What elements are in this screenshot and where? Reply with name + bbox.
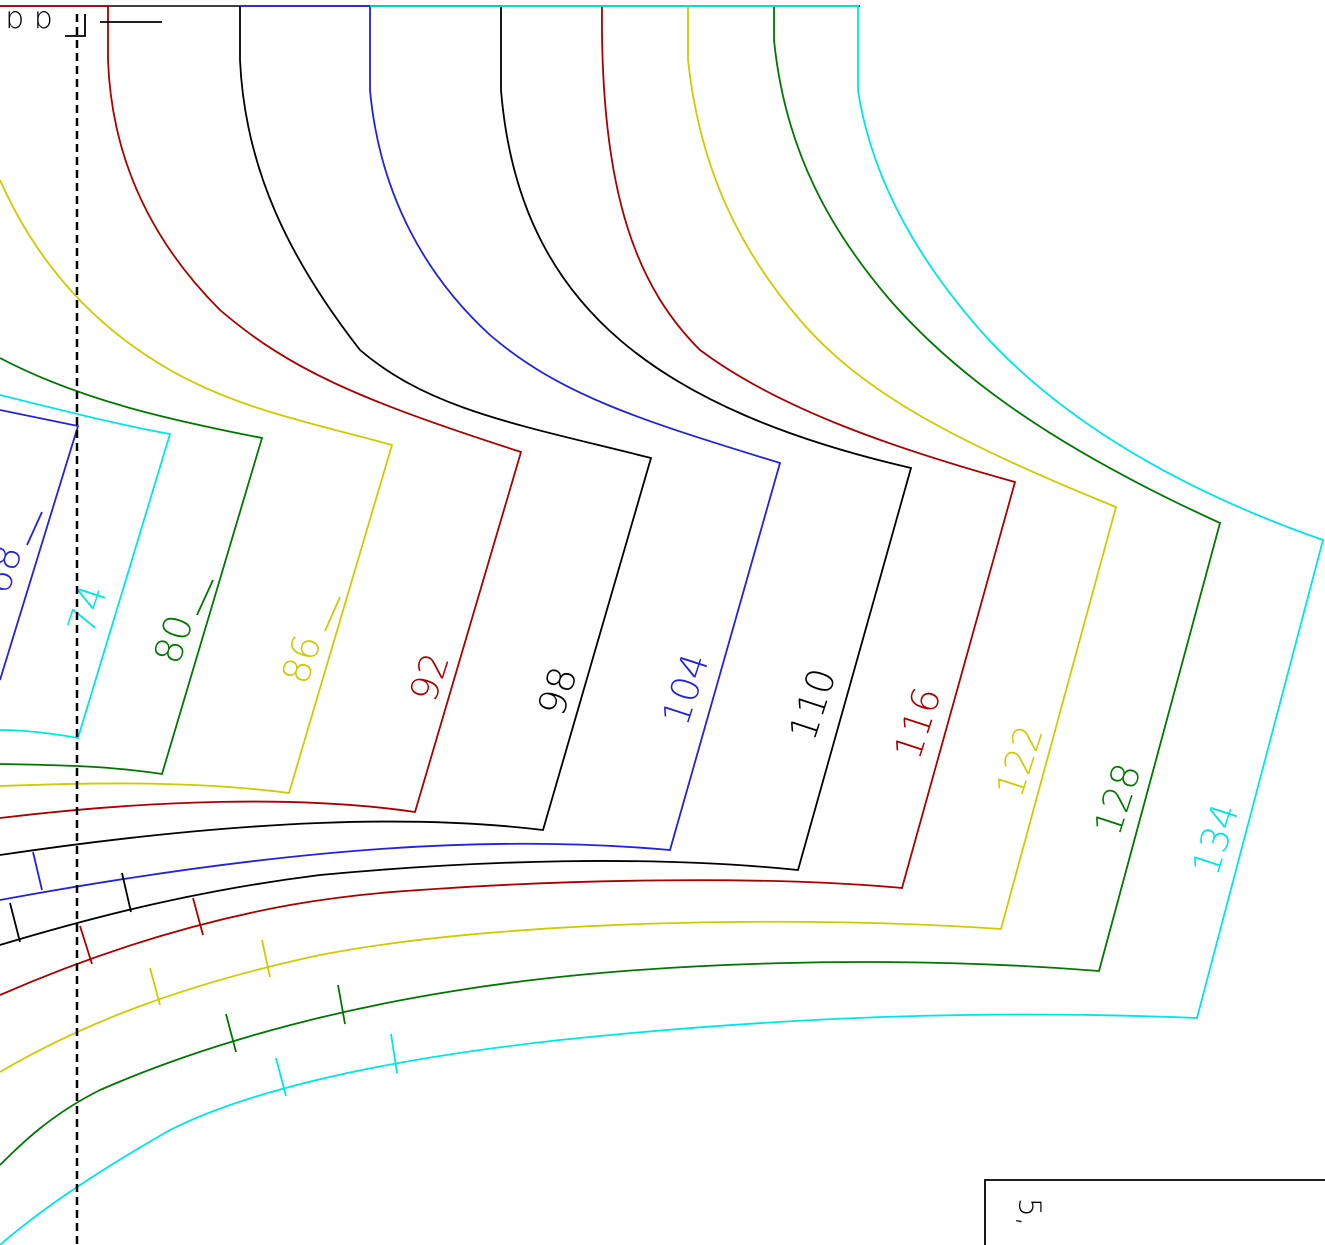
size-80-label: 80 — [145, 609, 202, 669]
size-74-label: 74 — [59, 579, 116, 639]
title-block-text: 5, — [1012, 1198, 1047, 1227]
size-86-outline — [0, 179, 394, 794]
size-128-outline — [0, 6, 1222, 1166]
size-134-notch-b — [390, 1033, 398, 1074]
size-68-outline — [0, 409, 80, 681]
title-block-border — [984, 1179, 1325, 1245]
size-92-notch-a — [79, 925, 93, 965]
size-80-outline — [0, 357, 264, 776]
size-122-label: 122 — [987, 720, 1051, 803]
size-128-label: 128 — [1085, 758, 1149, 841]
size-104-outline — [0, 5, 782, 901]
corner-glyphs: ɑ ɑ — [6, 4, 54, 39]
corner-bracket — [65, 14, 162, 37]
size-110-notch-a — [9, 902, 21, 943]
size-92-label: 92 — [401, 647, 458, 707]
size-128-notch-a — [225, 1013, 237, 1053]
size-128-notch-b — [337, 984, 346, 1025]
size-80-grain-dash — [196, 579, 214, 616]
size-122-outline — [0, 6, 1118, 1073]
size-68-label: 68 — [0, 539, 31, 599]
size-98-outline — [0, 6, 653, 856]
size-134-notch-a — [275, 1057, 287, 1097]
size-74-outline — [0, 394, 172, 740]
size-92-notch-b — [192, 897, 204, 936]
size-110-outline — [0, 5, 913, 946]
size-134-label: 134 — [1183, 798, 1247, 881]
size-110-label: 110 — [780, 663, 844, 746]
size-110-notch-b — [121, 872, 132, 913]
size-104-notch — [32, 851, 43, 891]
size-122-notch-b — [261, 939, 271, 978]
size-86-grain-dash — [324, 596, 341, 632]
size-122-notch-a — [149, 967, 161, 1006]
size-68-grain-dash — [26, 511, 43, 546]
size-92-outline — [0, 5, 1017, 996]
size-134-outline — [0, 5, 1325, 1245]
